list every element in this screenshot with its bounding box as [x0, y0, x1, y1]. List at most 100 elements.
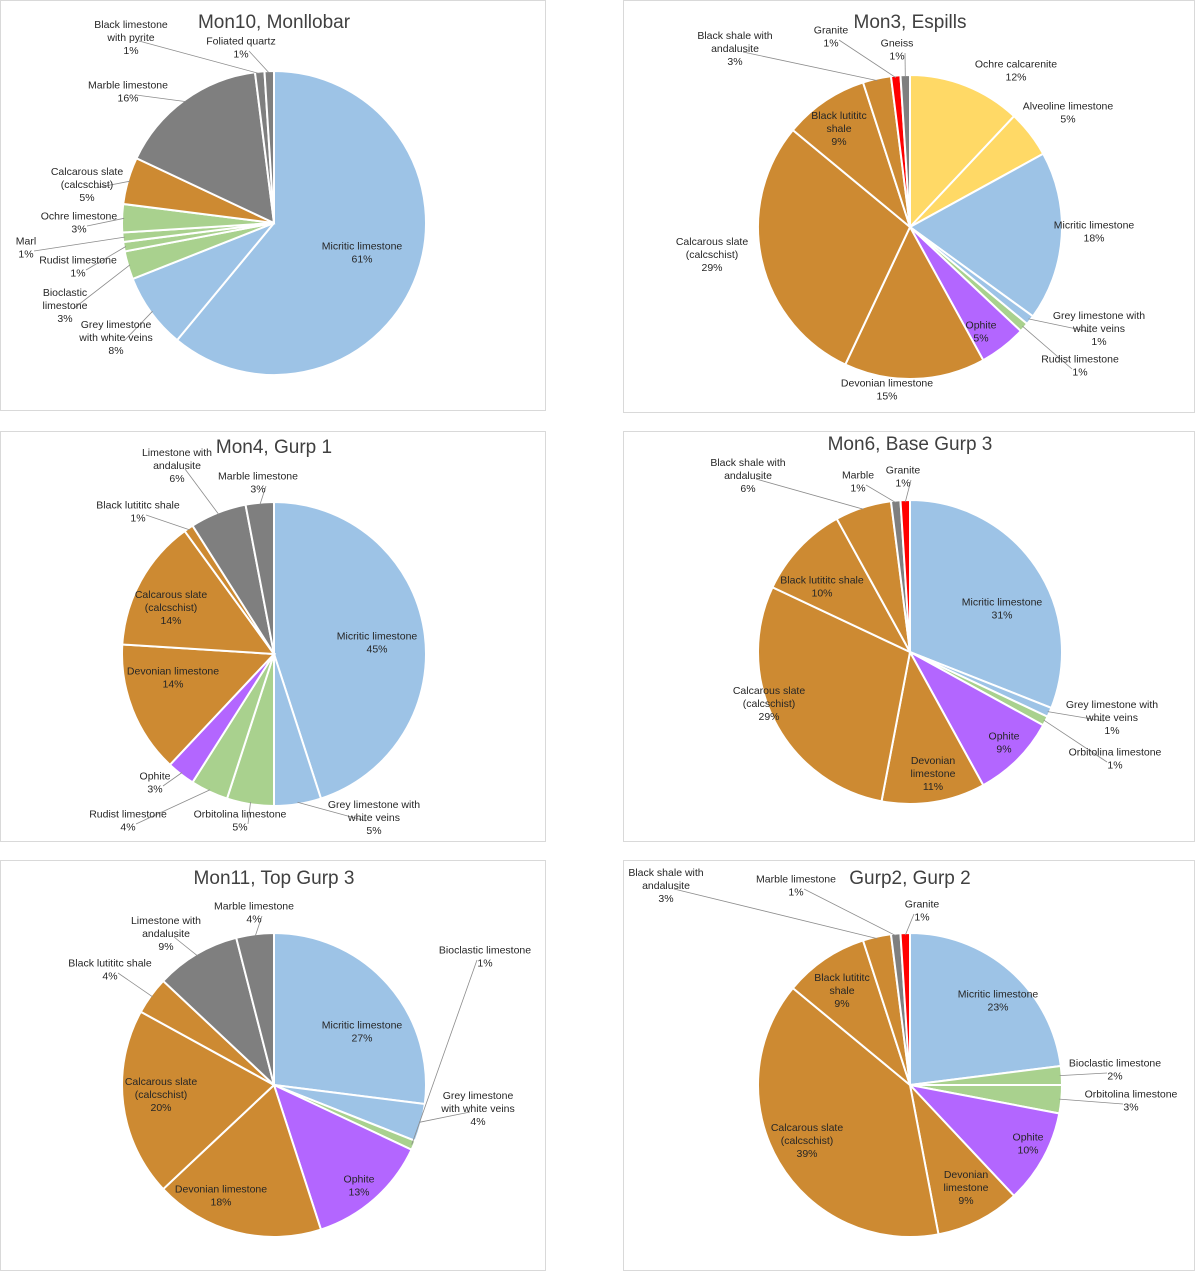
pie-slice [121, 643, 277, 767]
leader-line [297, 801, 367, 822]
leader-line [755, 478, 864, 510]
pie-slice [175, 69, 427, 376]
slice-label: Limestone with andalusite 6% [142, 447, 212, 485]
pie-slice [273, 500, 427, 800]
slice-label: Black lutititc shale 10% [780, 575, 864, 600]
slice-label: Bioclastic limestone 2% [1069, 1058, 1161, 1083]
pie-slice [907, 649, 1045, 787]
pie-slice [273, 931, 427, 1106]
slice-label: Micritic limestone 31% [962, 597, 1043, 622]
pie-slice [908, 1081, 1016, 1236]
pie-chart-mon11: Mon11, Top Gurp 3 Micritic limestone 27% Gr… [0, 860, 546, 1271]
slice-label: Grey limestone with white veins 5% [328, 799, 420, 837]
slice-label: Black limestone with pyrite 1% [94, 19, 168, 57]
slice-label: Marble limestone 3% [218, 471, 298, 496]
pie-slice [757, 585, 912, 803]
leader-line [904, 479, 912, 503]
pie-slice [907, 1083, 1061, 1198]
pie-chart-svg: Mon6, Base Gurp 3 Micritic limestone 31% Gr… [710, 434, 1162, 806]
slice-label: Black shale with andalusite 3% [628, 867, 703, 905]
leader-line [865, 484, 897, 504]
leader-line [145, 514, 190, 531]
leader-line [85, 246, 127, 271]
leader-line [33, 236, 125, 252]
slice-label: Calcarous slate (calcschist) 29% [733, 685, 806, 723]
slice-label: Ophite 9% [989, 731, 1020, 756]
slice-label: Orbitolina limestone 3% [1085, 1089, 1178, 1114]
pie-chart-svg: Mon3, Espills Ochre calcarenite 12% Alveoli… [676, 12, 1145, 403]
slice-label: Marl 1% [16, 236, 36, 261]
pie-slice [791, 81, 913, 230]
slice-label: Grey limestone with white veins 1% [1053, 310, 1145, 348]
pie-slice [899, 498, 911, 653]
slice-label: Devonian limestone 11% [911, 755, 956, 793]
chart-title: Gurp2, Gurp 2 [849, 868, 970, 889]
leader-line [803, 888, 897, 937]
pie-slice [263, 69, 275, 224]
leader-line [1043, 719, 1108, 763]
leader-line [1059, 1072, 1108, 1076]
slice-label: Orbitolina limestone 5% [194, 809, 287, 834]
slice-label: Devonian limestone 15% [841, 378, 933, 403]
slice-label: Limestone with andalusite 9% [131, 915, 201, 953]
pie-slice [757, 986, 940, 1238]
chart-title: Mon11, Top Gurp 3 [194, 868, 355, 889]
leader-line [411, 959, 478, 1145]
leader-line [117, 972, 153, 998]
slice-label: Grey limestone with white veins 8% [78, 319, 153, 357]
pie-slice [757, 128, 912, 366]
slice-label: Ophite 10% [1013, 1132, 1044, 1157]
pie-slice [909, 498, 1063, 710]
pie-chart-svg: Mon10, Monllobar Micritic limestone 61% Gre… [16, 12, 427, 376]
leader-line [259, 485, 267, 505]
slice-label: Ophite 13% [344, 1174, 375, 1199]
slice-label: Calcarous slate (calcschist) 20% [125, 1076, 198, 1114]
slice-label: Black lutititc shale 9% [814, 972, 869, 1010]
pie-slice [121, 1010, 276, 1191]
leader-line [72, 264, 131, 310]
slice-label: Ochre limestone 3% [41, 211, 118, 236]
slice-label: Alveoline limestone 5% [1023, 101, 1114, 126]
slice-label: Rudist limestone 4% [89, 809, 167, 834]
slice-label: Ochre calcarenite 12% [975, 59, 1057, 84]
slice-label: Bioclastic limestone 1% [439, 945, 531, 970]
slice-label: Calcarous slate (calcschist) 5% [51, 166, 124, 204]
pie-slice [909, 931, 1062, 1087]
slice-label: Micritic limestone 61% [322, 241, 403, 266]
pie-chart-mon6: Mon6, Base Gurp 3 Micritic limestone 31% Gr… [623, 431, 1195, 842]
slice-label: Foliated quartz 1% [206, 36, 275, 61]
leader-line [86, 217, 125, 227]
leader-line [904, 913, 915, 936]
pie-slice [161, 936, 276, 1089]
slice-label: Calcarous slate (calcschist) 39% [771, 1122, 844, 1160]
chart-title: Mon4, Gurp 1 [216, 437, 332, 458]
slice-label: Calcarous slate (calcschist) 29% [676, 236, 749, 274]
pie-chart-svg: Gurp2, Gurp 2 Micritic limestone 23% Biocla… [628, 867, 1178, 1238]
leader-line [673, 888, 878, 939]
slice-label: Granite 1% [905, 899, 940, 924]
slice-label: Calcarous slate (calcschist) 14% [135, 589, 208, 627]
slice-label: Black shale with andalusite 3% [697, 30, 772, 68]
leader-line [1022, 325, 1073, 370]
leader-line [173, 936, 198, 957]
slice-label: Orbitolina limestone 1% [1069, 747, 1162, 772]
leader-line [94, 180, 131, 189]
slice-label: Devonian limestone 9% [944, 1169, 989, 1207]
leader-line [184, 468, 220, 515]
pie-slice [244, 500, 275, 655]
slice-label: Ophite 3% [140, 771, 171, 796]
pie-chart-mon3: Mon3, Espills Ochre calcarenite 12% Alveoli… [623, 0, 1195, 413]
pie-slice [135, 71, 276, 225]
slice-label: Micritic limestone 18% [1054, 220, 1135, 245]
leader-line [162, 772, 183, 787]
leader-line [1028, 318, 1092, 333]
slice-label: Bioclastic limestone 3% [43, 287, 88, 325]
slice-label: Gneiss 1% [881, 38, 914, 63]
slice-label: Black lutititc shale 4% [68, 958, 152, 983]
pie-chart-gurp2: Gurp2, Gurp 2 Micritic limestone 23% Biocla… [623, 860, 1195, 1271]
leader-line [254, 915, 263, 937]
leader-line [138, 40, 261, 75]
slice-label: Marble limestone 4% [214, 901, 294, 926]
leader-line [135, 789, 211, 825]
chart-title: Mon6, Base Gurp 3 [828, 434, 993, 455]
